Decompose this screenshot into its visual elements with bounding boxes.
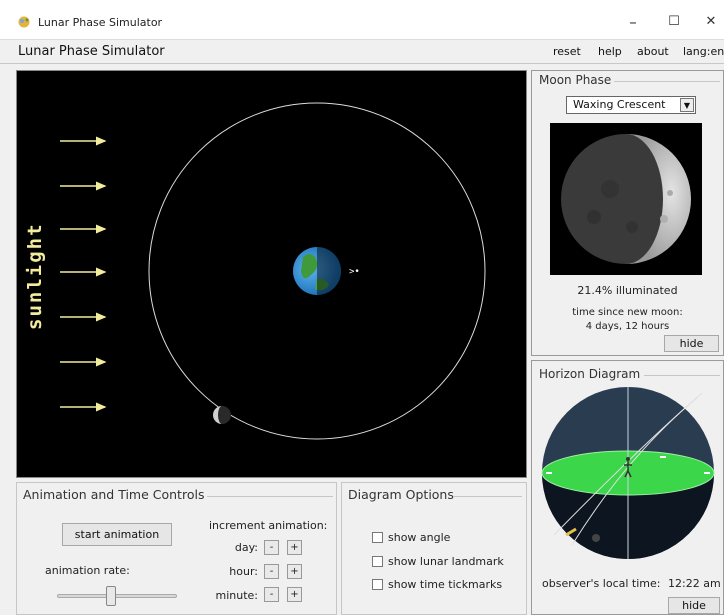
show-lunar-landmark-label[interactable]: show lunar landmark	[388, 555, 504, 568]
hide-horizon-button[interactable]: hide	[668, 597, 720, 614]
menu-help[interactable]: help	[598, 45, 622, 58]
show-angle-checkbox[interactable]	[372, 532, 383, 543]
show-lunar-landmark-checkbox[interactable]	[372, 556, 383, 567]
maximize-button[interactable]: ☐	[668, 14, 680, 29]
observer-marker: >•	[349, 267, 360, 277]
moon-marker-icon	[592, 534, 600, 542]
moon-phase-panel: Moon Phase Waxing Crescent ▼	[531, 70, 724, 356]
window-title: Lunar Phase Simulator	[38, 16, 163, 29]
observer-figure-icon	[624, 457, 632, 478]
close-button[interactable]: ✕	[705, 14, 717, 29]
earth	[293, 247, 341, 295]
animation-rate-slider[interactable]	[57, 594, 177, 598]
horizon-sphere[interactable]	[532, 385, 724, 565]
illuminated-percent: 21.4% illuminated	[577, 284, 678, 297]
animation-rate-slider-thumb[interactable]	[106, 586, 116, 606]
moon-phase-image	[561, 134, 691, 264]
increment-animation-label: increment animation:	[209, 519, 328, 532]
moon-phase-view	[550, 123, 702, 275]
title-bar: Lunar Phase Simulator – ☐ ✕	[0, 0, 724, 40]
sun-marker-icon	[565, 527, 577, 537]
hour-plus-button[interactable]: +	[287, 564, 302, 579]
minute-plus-button[interactable]: +	[287, 587, 302, 602]
orbit-diagram: >•	[60, 102, 486, 440]
moon-on-orbit[interactable]	[213, 406, 231, 424]
diagram-options-legend: Diagram Options	[345, 487, 457, 502]
animation-controls-panel: Animation and Time Controls start animat…	[16, 482, 337, 615]
hour-label: hour:	[229, 565, 258, 578]
diagram-options-panel: Diagram Options show angle show lunar la…	[341, 482, 527, 615]
show-angle-label[interactable]: show angle	[388, 531, 451, 544]
day-label: day:	[234, 541, 258, 554]
time-since-new-moon-label: time since new moon:	[572, 307, 683, 318]
sunlight-arrows	[60, 136, 107, 412]
time-since-new-moon-value: 4 days, 12 hours	[585, 321, 670, 332]
moon-phase-legend: Moon Phase	[536, 73, 615, 87]
show-time-tickmarks-label[interactable]: show time tickmarks	[388, 578, 503, 591]
menu-about[interactable]: about	[637, 45, 669, 58]
phase-select[interactable]: Waxing Crescent ▼	[566, 96, 696, 114]
hour-minus-button[interactable]: -	[264, 564, 279, 579]
minimize-button[interactable]: –	[629, 13, 637, 31]
menu-reset[interactable]: reset	[553, 45, 581, 58]
horizon-diagram-panel: Horizon Diagram observer's local time:	[531, 360, 724, 615]
minute-label: minute:	[215, 589, 258, 602]
minute-minus-button[interactable]: -	[264, 587, 279, 602]
horizon-legend: Horizon Diagram	[536, 367, 644, 381]
day-minus-button[interactable]: -	[264, 540, 279, 555]
animation-legend: Animation and Time Controls	[20, 487, 208, 502]
animation-rate-label: animation rate:	[45, 564, 130, 577]
legend-rule	[207, 496, 333, 497]
app-name: Lunar Phase Simulator	[18, 44, 165, 59]
chevron-down-icon[interactable]: ▼	[680, 98, 694, 112]
show-time-tickmarks-checkbox[interactable]	[372, 579, 383, 590]
orbit-canvas[interactable]: sunlight	[16, 70, 527, 478]
local-time-label: observer's local time:	[542, 577, 661, 590]
local-time-value: 12:22 am	[668, 577, 721, 590]
menu-bar: Lunar Phase Simulator reset help about l…	[0, 40, 724, 64]
legend-rule	[644, 375, 720, 376]
start-animation-button[interactable]: start animation	[62, 523, 172, 546]
hide-moon-phase-button[interactable]: hide	[664, 335, 719, 352]
legend-rule	[454, 496, 522, 497]
menu-language[interactable]: lang:en	[683, 45, 724, 58]
moon-orbit-path	[148, 102, 486, 440]
legend-rule	[614, 81, 720, 82]
phase-select-value: Waxing Crescent	[573, 98, 666, 111]
day-plus-button[interactable]: +	[287, 540, 302, 555]
app-logo-icon	[18, 16, 30, 28]
